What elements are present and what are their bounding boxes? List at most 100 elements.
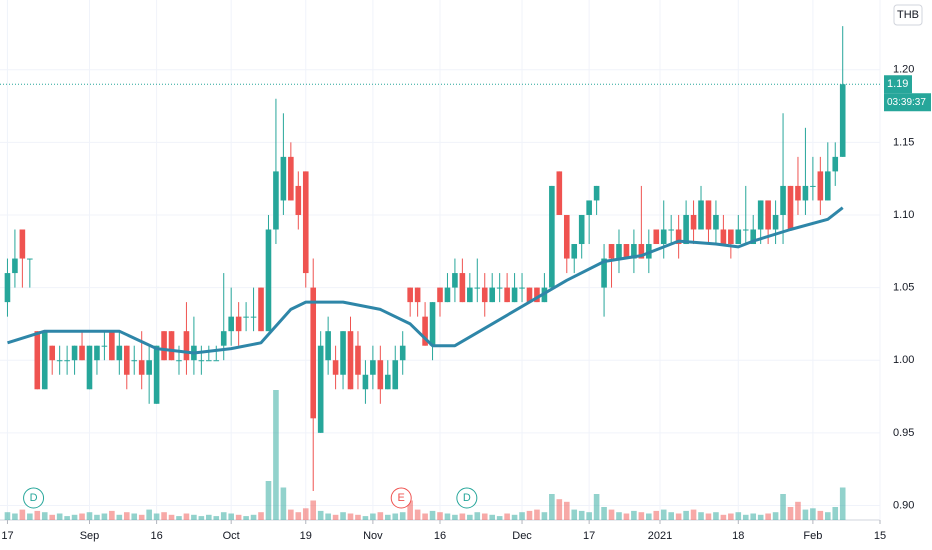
volume-bar <box>638 512 645 520</box>
candle-body <box>481 287 488 303</box>
candle-body <box>668 229 674 231</box>
candle-body <box>817 171 824 201</box>
candle-body <box>295 185 302 215</box>
volume-bar <box>94 514 100 520</box>
volume-bar <box>295 512 302 520</box>
volume-bar <box>601 507 607 520</box>
candle-body <box>429 302 436 346</box>
candle-body <box>601 258 607 288</box>
volume-bar <box>735 512 742 520</box>
volume-bar <box>86 512 93 520</box>
volume-bar <box>675 513 682 520</box>
volume-bar <box>407 500 413 520</box>
volume-bar <box>138 514 145 520</box>
candle-body <box>288 156 294 201</box>
volume-bar <box>705 513 712 520</box>
candle-body <box>370 360 376 375</box>
volume-bar <box>571 509 578 520</box>
candle-body <box>71 345 78 361</box>
last-price: 1.19 <box>887 78 908 90</box>
candle-body <box>377 360 384 390</box>
volume-bar <box>787 507 794 520</box>
candle-body <box>593 185 600 201</box>
volume-bar <box>235 514 242 520</box>
volume-bar <box>541 512 548 520</box>
y-tick-label: 0.95 <box>893 427 914 439</box>
candle-body <box>79 345 85 361</box>
candle-body <box>787 185 794 230</box>
candle-body <box>571 244 578 259</box>
candle-body <box>452 273 458 288</box>
volume-bar <box>265 481 272 520</box>
candle-body <box>317 345 324 433</box>
volume-bar <box>802 509 809 520</box>
volume-bar <box>79 513 85 520</box>
event-label: D <box>30 492 38 504</box>
volume-bar <box>504 513 510 520</box>
volume-bar <box>243 516 249 520</box>
y-tick-label: 1.00 <box>893 354 914 366</box>
volume-bar <box>362 516 369 520</box>
candle-body <box>116 345 123 361</box>
candle-body <box>780 185 786 215</box>
candle-body <box>392 360 399 390</box>
candle-body <box>839 84 846 157</box>
volume-bar <box>101 513 108 520</box>
volume-bar <box>646 513 652 520</box>
volume-bar <box>489 514 496 520</box>
candle-body <box>332 360 339 375</box>
candle-body <box>534 287 540 303</box>
candle-body <box>772 214 779 230</box>
event-badge[interactable]: D <box>456 487 478 509</box>
candle-body <box>235 316 242 332</box>
candle-body <box>258 287 264 332</box>
volume-bar <box>71 514 78 520</box>
candle-body <box>34 331 41 390</box>
volume-bar <box>27 513 33 520</box>
volume-bar <box>519 512 525 520</box>
volume-bar <box>631 510 637 520</box>
candle-body <box>802 185 809 201</box>
y-tick-label: 0.90 <box>893 499 914 511</box>
volume-bar <box>728 513 734 520</box>
y-tick-label: 1.10 <box>893 209 914 221</box>
candle-body <box>138 360 145 375</box>
candle-body <box>101 345 108 347</box>
volume-bar <box>273 390 279 520</box>
volume-bar <box>325 513 331 520</box>
candle-body <box>496 287 503 289</box>
event-circle <box>456 487 478 509</box>
volume-bar <box>534 509 540 520</box>
candle-body <box>243 316 249 318</box>
candle-body <box>131 360 138 362</box>
candle-body <box>459 273 466 303</box>
event-badge[interactable]: D <box>23 487 45 509</box>
candle-body <box>250 316 257 318</box>
volume-bar <box>56 513 63 520</box>
candle-body <box>660 229 667 245</box>
event-badge[interactable]: E <box>390 487 412 509</box>
candle-body <box>757 200 764 230</box>
volume-bar <box>683 510 689 520</box>
volume-bar <box>780 494 786 520</box>
volume-bar <box>452 514 458 520</box>
volume-bar <box>563 501 570 520</box>
candle-body <box>384 374 391 390</box>
volume-bar <box>206 514 212 520</box>
candle-body <box>41 331 48 390</box>
volume-bar <box>556 499 563 520</box>
volume-bar <box>467 514 473 520</box>
volume-bar <box>616 512 622 520</box>
candle-body <box>19 229 26 259</box>
candle-body <box>578 214 585 245</box>
volume-bar <box>384 514 391 520</box>
candle-body <box>407 287 413 303</box>
volume-bar <box>161 512 167 520</box>
volume-bar <box>742 514 749 520</box>
candle-body <box>519 287 525 289</box>
currency-box[interactable] <box>893 4 923 26</box>
candle-body <box>720 229 727 245</box>
candle-body <box>355 345 361 375</box>
moving-average <box>7 206 844 355</box>
